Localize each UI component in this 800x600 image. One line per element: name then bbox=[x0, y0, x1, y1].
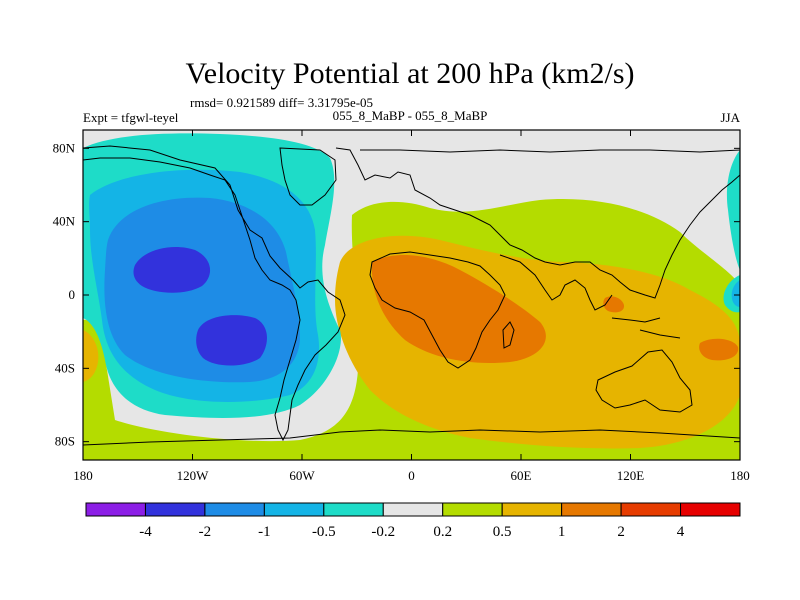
colorbar-swatch bbox=[561, 502, 622, 517]
chart-title: Velocity Potential at 200 hPa (km2/s) bbox=[185, 57, 634, 90]
coastline-antarctica bbox=[83, 429, 740, 446]
colorbar-swatch bbox=[382, 502, 444, 517]
contour-region-1-to-2-africa bbox=[371, 255, 546, 364]
colorbar-level-label: -0.5 bbox=[312, 524, 336, 540]
experiment-label: Expt = tfgwl-teyel bbox=[83, 110, 179, 125]
y-tick-label: 40S bbox=[55, 360, 75, 375]
coastline-eurasia bbox=[335, 147, 740, 299]
colorbar-swatch bbox=[680, 502, 741, 517]
map-panel bbox=[83, 130, 740, 460]
y-tick-label: 80S bbox=[55, 434, 75, 449]
contour-region-0.5-to-1-dateline-west bbox=[83, 330, 99, 382]
colorbar-swatch bbox=[620, 502, 682, 517]
x-tick-label: 60E bbox=[511, 468, 532, 483]
y-tick-label: 0 bbox=[69, 287, 76, 302]
contour-region-1-to-2-sw-pacific bbox=[699, 338, 739, 361]
x-tick-label: 120E bbox=[617, 468, 645, 483]
coastline-americas bbox=[83, 145, 346, 442]
colorbar-level-label: -0.2 bbox=[371, 524, 395, 540]
coastlines bbox=[83, 145, 740, 446]
case-label: 055_8_MaBP - 055_8_MaBP bbox=[333, 108, 488, 123]
colorbar-level-label: -2 bbox=[199, 524, 212, 540]
x-tick-label: 180 bbox=[730, 468, 750, 483]
colorbar-level-label: 0.5 bbox=[493, 524, 512, 540]
colorbar-level-label: 2 bbox=[617, 524, 625, 540]
x-tick-label: 120W bbox=[177, 468, 210, 483]
contour-region-below-minus-2-south bbox=[196, 315, 267, 366]
coastline-africa bbox=[369, 251, 506, 369]
y-axis: 80N 40N 0 40S 80S bbox=[53, 140, 740, 449]
contour-region-minus-1-to-minus-0.5-east-edge bbox=[731, 280, 740, 307]
colorbar-swatch bbox=[144, 502, 206, 517]
x-axis: 180 120W 60W 0 60E 120E 180 bbox=[73, 130, 750, 483]
x-tick-label: 60W bbox=[289, 468, 315, 483]
colorbar-swatch bbox=[323, 502, 384, 517]
colorbar: -4 -2 -1 -0.5 -0.2 0.2 0.5 1 2 4 bbox=[85, 502, 741, 540]
y-tick-label: 80N bbox=[53, 140, 76, 155]
colorbar-level-label: 1 bbox=[558, 524, 566, 540]
coastline-maritime-continent bbox=[611, 317, 681, 339]
colorbar-swatch bbox=[501, 502, 563, 517]
colorbar-level-label: -1 bbox=[258, 524, 271, 540]
contour-region-below-minus-2-north bbox=[133, 246, 211, 293]
coastline-madagascar bbox=[502, 321, 515, 349]
colorbar-level-label: -4 bbox=[139, 524, 152, 540]
x-tick-label: 180 bbox=[73, 468, 93, 483]
colorbar-swatch bbox=[442, 502, 503, 517]
colorbar-level-label: 4 bbox=[677, 524, 685, 540]
colorbar-swatch bbox=[204, 502, 265, 517]
colorbar-swatch bbox=[263, 502, 325, 517]
coastline-greenland bbox=[279, 147, 337, 206]
colorbar-swatch bbox=[85, 502, 146, 517]
contour-region-minus-0.5-to-minus-0.2-east-edge bbox=[726, 150, 740, 270]
coastline-australia bbox=[595, 349, 693, 413]
stats-line: rmsd= 0.921589 diff= 3.31795e-05 bbox=[190, 95, 373, 110]
y-tick-label: 40N bbox=[53, 214, 76, 229]
season-label: JJA bbox=[720, 110, 740, 125]
x-tick-label: 0 bbox=[408, 468, 415, 483]
colorbar-level-label: 0.2 bbox=[433, 524, 452, 540]
coastline-arabia-india bbox=[499, 254, 613, 311]
